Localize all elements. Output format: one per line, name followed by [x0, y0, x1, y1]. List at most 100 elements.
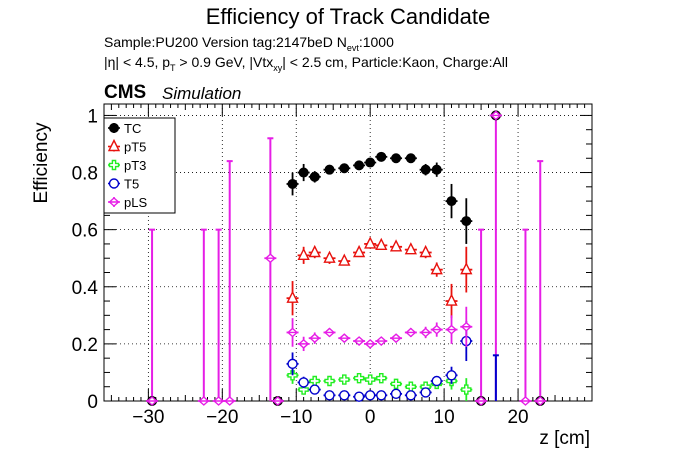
cms-label: CMS — [104, 82, 147, 103]
data-point-pt5 — [297, 247, 310, 261]
y-tick-label: 0.6 — [72, 221, 98, 242]
data-point-pls — [445, 324, 458, 335]
data-point-tc — [431, 164, 442, 175]
data-point-pls — [364, 338, 376, 349]
x-tick-label: 10 — [434, 407, 455, 428]
data-point-pt3 — [376, 372, 387, 384]
data-point-pls — [264, 253, 276, 264]
y-tick-label: 0.4 — [72, 278, 99, 299]
data-point-pt5 — [352, 244, 366, 258]
data-point-pls — [224, 396, 236, 406]
data-point-pls — [338, 333, 350, 344]
data-point-tc — [354, 160, 365, 171]
data-point-pt3 — [461, 384, 472, 395]
data-point-t5 — [390, 388, 402, 400]
data-point-pls — [519, 396, 532, 406]
y-tick-label: 1 — [87, 106, 98, 127]
y-tick-label: 0.8 — [72, 164, 98, 185]
sample-info-line: Sample:PU200 Version tag:2147beD Nevt:10… — [104, 34, 394, 53]
data-point-pls — [298, 338, 310, 349]
data-point-tc — [461, 216, 472, 227]
data-point-pt3 — [324, 375, 335, 387]
data-point-t5 — [446, 370, 457, 381]
x-tick-label: −20 — [206, 407, 238, 428]
data-point-tc — [376, 151, 387, 162]
data-point-t5 — [376, 390, 387, 401]
data-point-tc — [365, 157, 376, 168]
x-tick-label: −10 — [280, 407, 312, 428]
data-point-pls — [272, 396, 284, 406]
data-point-t5 — [298, 377, 309, 388]
legend-label-t5: T5 — [124, 177, 139, 192]
data-point-pt5 — [338, 253, 351, 266]
data-point-t5 — [420, 387, 431, 398]
data-point-tc — [309, 171, 320, 182]
x-tick-label: 0 — [365, 407, 376, 428]
data-point-pls — [390, 333, 402, 344]
selection-info-line: |η| < 4.5, pT > 0.9 GeV, |Vtxxy| < 2.5 c… — [104, 54, 509, 73]
data-point-pt3 — [298, 384, 309, 395]
data-point-tc — [405, 153, 416, 164]
data-point-pt5 — [419, 244, 432, 258]
data-point-t5 — [364, 390, 376, 401]
simulation-label: Simulation — [162, 84, 242, 103]
legend-marker-tc — [109, 123, 119, 133]
data-point-tc — [287, 178, 298, 189]
data-point-pt3 — [309, 375, 320, 387]
legend-marker-pt5 — [107, 138, 121, 152]
data-point-tc — [298, 167, 309, 178]
data-point-pls — [146, 396, 158, 406]
data-point-pls — [323, 327, 336, 338]
data-point-tc — [391, 153, 402, 164]
data-point-pt5 — [404, 242, 417, 255]
data-point-tc — [339, 163, 350, 174]
y-tick-label: 0 — [87, 392, 98, 413]
data-point-pt3 — [339, 374, 350, 385]
data-point-tc — [324, 164, 335, 175]
data-point-pls — [405, 327, 417, 338]
data-point-pt5 — [286, 290, 299, 303]
data-point-pt3 — [353, 372, 365, 384]
chart-title: Efficiency of Track Candidate — [205, 4, 491, 29]
data-point-t5 — [353, 391, 365, 402]
data-point-pls — [420, 327, 432, 338]
data-point-pt3 — [390, 378, 402, 390]
legend-label-pls: pLS — [124, 195, 147, 210]
x-axis-label: z [cm] — [539, 428, 590, 449]
legend-marker-pls — [108, 197, 120, 207]
data-point-t5 — [324, 390, 335, 401]
legend-marker-pt3 — [108, 159, 120, 171]
plot-frame — [103, 103, 593, 402]
data-point-pls — [309, 333, 321, 344]
data-point-pls — [286, 327, 299, 338]
y-tick-label: 0.2 — [72, 335, 98, 356]
data-point-pt5 — [323, 250, 336, 263]
legend-label-tc: TC — [124, 121, 141, 136]
x-tick-label: 20 — [507, 407, 528, 428]
data-point-pls — [213, 396, 225, 406]
data-point-pls — [198, 396, 210, 406]
data-point-t5 — [339, 390, 350, 401]
data-point-pls — [375, 336, 387, 346]
data-point-pt3 — [364, 374, 376, 385]
data-point-tc — [420, 164, 431, 175]
data-point-t5 — [309, 384, 320, 395]
data-point-pls — [534, 396, 546, 406]
data-point-pls — [490, 110, 502, 121]
data-point-pls — [431, 324, 443, 335]
legend-label-pt5: pT5 — [124, 140, 146, 155]
data-point-pt5 — [308, 244, 321, 258]
legend-marker-t5 — [108, 178, 120, 189]
data-point-pt5 — [430, 262, 443, 275]
data-point-tc — [446, 196, 457, 207]
data-point-t5 — [405, 390, 417, 401]
data-point-pt5 — [445, 293, 458, 306]
data-point-pt5 — [389, 239, 403, 252]
data-point-pt5 — [364, 236, 377, 249]
data-point-t5 — [287, 358, 298, 370]
legend-label-pt3: pT3 — [124, 158, 146, 173]
data-point-pt3 — [405, 381, 417, 392]
data-point-pt5 — [460, 262, 473, 275]
data-point-pt5 — [375, 237, 388, 251]
